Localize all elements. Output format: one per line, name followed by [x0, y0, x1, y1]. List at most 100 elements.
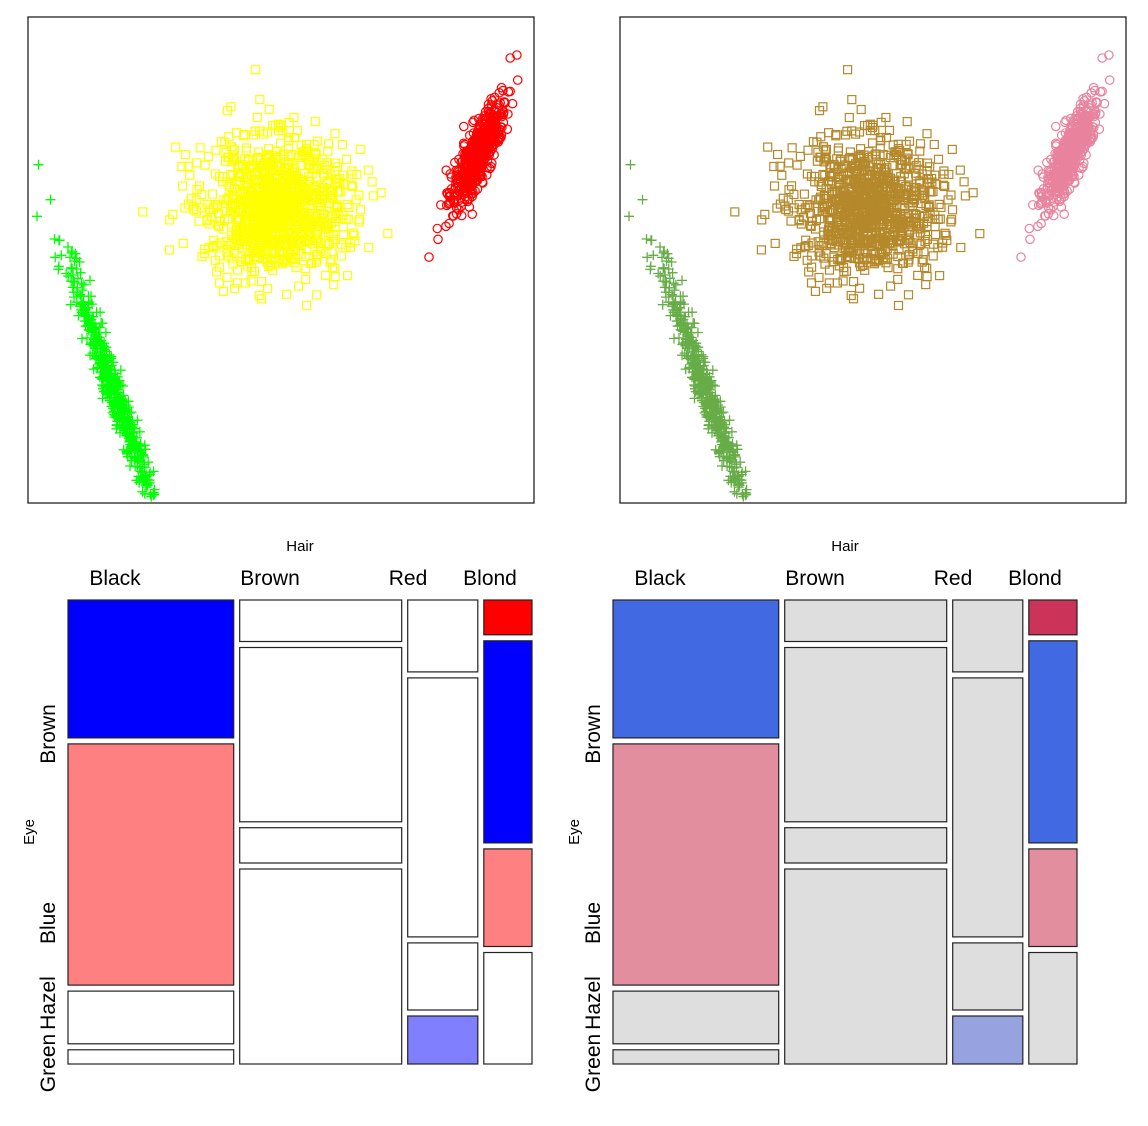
scatter-point — [786, 216, 796, 226]
scatter-point — [346, 238, 356, 248]
scatter-point — [890, 195, 900, 205]
scatter-point — [678, 291, 688, 302]
scatter-point — [225, 206, 235, 217]
scatter-point — [900, 155, 910, 165]
scatter-point — [861, 209, 872, 219]
scatter-point — [306, 258, 316, 268]
scatter-point — [655, 271, 666, 282]
scatter-point — [355, 215, 365, 225]
scatter-point — [1099, 98, 1110, 109]
scatter-point — [67, 263, 78, 274]
scatter-point — [249, 266, 260, 276]
scatter-point — [226, 204, 236, 214]
scatter-point — [255, 187, 265, 197]
scatter-point — [669, 285, 680, 296]
scatter-point — [103, 379, 114, 389]
scatter-point — [1074, 162, 1084, 173]
scatter-point — [847, 187, 857, 197]
scatter-point — [330, 263, 340, 273]
scatter-point — [263, 195, 273, 205]
mosaic-tile-brown-blue — [239, 646, 403, 823]
scatter-point — [784, 158, 794, 168]
scatter-point — [898, 258, 909, 268]
scatter-point — [292, 125, 303, 136]
scatter-point — [96, 343, 107, 354]
mosaic-tile-brown-brown — [784, 599, 948, 643]
scatter-point — [49, 234, 60, 244]
scatter-point — [886, 231, 896, 241]
scatter-point — [680, 337, 691, 348]
scatter-point — [833, 208, 843, 218]
scatter-point — [354, 190, 364, 200]
column-label-brown: Brown — [785, 567, 845, 590]
scatter-point — [661, 277, 672, 287]
scatter-point — [334, 187, 344, 197]
scatter-point — [867, 200, 877, 210]
scatter-point — [850, 129, 861, 139]
scatter-point — [729, 486, 740, 497]
scatter-point — [435, 200, 446, 210]
scatter-point — [816, 152, 826, 162]
scatter-point — [831, 131, 841, 141]
scatter-point — [848, 277, 859, 287]
scatter-point — [947, 144, 957, 154]
scatter-point — [864, 209, 874, 219]
scatter-point — [311, 217, 321, 227]
row-label-brown: Brown — [582, 704, 605, 764]
scatter-point — [823, 128, 834, 138]
scatter-point — [915, 219, 925, 229]
mosaic-tile-red-hazel — [407, 942, 479, 1011]
scatter-point — [842, 65, 853, 75]
scatter-point — [893, 264, 903, 274]
scatter-point — [893, 300, 904, 311]
scatter-point — [899, 188, 909, 199]
scatter-point — [732, 444, 743, 455]
scatter-point — [848, 294, 859, 304]
scatter-point — [303, 226, 313, 236]
scatter-point — [496, 82, 507, 93]
scatter-point — [115, 380, 126, 390]
scatter-point — [498, 107, 509, 118]
scatter-point — [696, 380, 707, 391]
scatter-point — [242, 207, 252, 217]
scatter-point — [728, 450, 739, 461]
scatter-point — [716, 408, 727, 418]
scatter-point — [829, 252, 839, 262]
scatter-point — [822, 283, 832, 293]
scatter-point — [857, 238, 868, 248]
scatter-point — [274, 166, 284, 176]
scatter-point — [268, 236, 278, 246]
scatter-point — [298, 185, 308, 195]
scatter-point — [940, 228, 950, 238]
scatter-point — [136, 450, 147, 461]
scatter-point — [783, 195, 793, 205]
scatter-point — [1036, 198, 1047, 208]
scatter-point — [232, 234, 242, 244]
scatter-point — [141, 480, 152, 491]
scatter-point — [695, 379, 706, 389]
scatter-point — [341, 154, 352, 164]
scatter-point — [441, 200, 452, 211]
scatter-point — [87, 299, 97, 310]
mosaic-tile-red-green — [407, 1015, 479, 1065]
row-label-brown: Brown — [37, 704, 60, 764]
scatter-point — [913, 270, 923, 280]
scatter-point — [1055, 168, 1066, 178]
scatter-point — [691, 372, 701, 383]
scatter-point — [204, 219, 214, 229]
scatter-point — [1067, 123, 1077, 133]
scatter-point — [702, 389, 713, 400]
scatter-point — [305, 159, 315, 170]
scatter-point — [330, 166, 340, 176]
scatter-point — [477, 178, 488, 188]
scatter-point — [853, 179, 863, 189]
scatter-point — [699, 407, 710, 418]
scatter-point — [307, 188, 317, 199]
scatter-point — [840, 130, 851, 140]
scatter-point — [922, 178, 932, 188]
scatter-point — [872, 239, 882, 249]
scatter-point — [911, 160, 921, 170]
scatter-point — [696, 349, 707, 360]
scatter-point — [727, 457, 737, 468]
scatter-point — [336, 251, 346, 261]
